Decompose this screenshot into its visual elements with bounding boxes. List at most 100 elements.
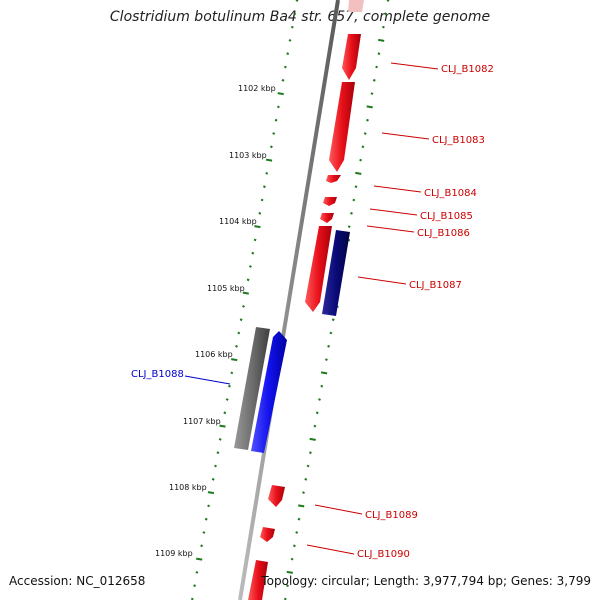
minor-tick [306,464,310,468]
gene-label-b1085[interactable]: CLJ_B1085 [420,211,473,222]
gene-label-b1088[interactable]: CLJ_B1088 [131,369,184,380]
gene-b1084 [326,175,341,183]
minor-tick [372,78,376,82]
minor-tick [352,198,356,202]
minor-tick [225,398,229,401]
minor-tick [253,238,257,242]
minor-tick [290,25,294,29]
minor-tick [202,531,206,534]
minor-tick [308,451,312,455]
major-tick [298,504,305,508]
genome-title: Clostridium botulinum Ba4 str. 657, comp… [109,9,491,25]
minor-tick [324,358,328,361]
minor-tick [251,251,255,255]
inner-tick-ring [190,0,299,600]
minor-tick [304,477,308,481]
minor-tick [242,305,245,308]
minor-tick [239,318,243,322]
minor-tick [274,118,278,122]
minor-tick [265,172,269,175]
kbp-tick-labels: 1102 kbp 1103 kbp 1104 kbp 1105 kbp 1106… [155,84,276,558]
minor-tick [377,52,381,56]
gene-label-b1084[interactable]: CLJ_B1084 [424,188,477,199]
minor-tick [269,145,273,149]
minor-tick [315,411,319,415]
minor-tick [216,451,220,455]
minor-tick [366,118,369,122]
minor-tick [281,78,285,82]
gene-labels: CLJ_B1082 CLJ_B1083 CLJ_B1084 CLJ_B1085 … [131,64,494,560]
minor-tick [204,517,208,521]
tick-label-1104: 1104 kbp [219,217,257,226]
minor-tick [288,39,292,42]
minor-tick [359,158,363,162]
minor-tick [286,584,289,588]
gene-b1091 [248,560,268,600]
minor-tick [354,185,358,189]
gene-b1082 [342,34,361,80]
minor-tick [228,384,231,388]
minor-tick [246,278,250,282]
gene-label-b1086[interactable]: CLJ_B1086 [417,228,470,239]
minor-tick [290,557,294,561]
gene-b1087-red [305,226,332,312]
major-tick [231,358,238,362]
minor-tick [363,132,367,135]
minor-tick [320,384,324,388]
major-tick [366,105,373,109]
minor-tick [237,331,241,335]
gene-b1089 [268,485,285,507]
minor-tick [329,331,333,335]
tick-label-1103: 1103 kbp [229,151,267,160]
minor-tick [214,464,217,468]
tick-label-1102: 1102 kbp [238,84,276,93]
minor-tick [302,491,305,494]
major-tick [277,92,284,96]
major-tick [320,371,328,375]
accession-text: Accession: NC_012658 [9,574,146,588]
gene-label-b1090[interactable]: CLJ_B1090 [357,549,410,560]
gene-label-b1087[interactable]: CLJ_B1087 [409,280,462,291]
gene-b1088 [251,331,287,453]
tick-label-1105: 1105 kbp [207,284,245,293]
tick-label-1109: 1109 kbp [155,549,193,558]
minor-tick [361,145,365,149]
minor-tick [190,597,194,600]
tick-label-1108: 1108 kbp [169,483,207,492]
major-tick [196,557,203,561]
minor-tick [230,371,234,375]
minor-tick [276,105,280,109]
minor-tick [318,398,321,401]
minor-tick [193,584,197,588]
minor-tick [207,504,211,508]
minor-tick [384,12,388,16]
gene-b1083 [329,82,355,172]
minor-tick [272,132,276,135]
major-tick [254,225,261,229]
major-tick [355,171,362,175]
gene-b1086 [320,213,334,223]
minor-tick [223,411,227,415]
gene-label-b1089[interactable]: CLJ_B1089 [365,510,418,521]
minor-tick [292,544,296,548]
minor-tick [283,597,287,600]
minor-tick [313,424,317,428]
reverse-strand-genes [234,327,287,453]
gene-label-b1083[interactable]: CLJ_B1083 [432,135,485,146]
minor-tick [327,344,331,348]
minor-tick [200,544,204,548]
minor-tick [295,531,299,534]
minor-tick [347,225,351,228]
gene-label-b1082[interactable]: CLJ_B1082 [441,64,494,75]
minor-tick [295,0,299,2]
topology-text: Topology: circular; Length: 3,977,794 bp… [261,574,591,588]
minor-tick [262,185,266,189]
minor-tick [260,198,264,202]
gene-b1081 [348,0,364,12]
minor-tick [195,571,199,574]
minor-tick [235,344,238,348]
minor-tick [283,65,287,69]
minor-tick [218,438,222,441]
major-tick [378,38,385,42]
